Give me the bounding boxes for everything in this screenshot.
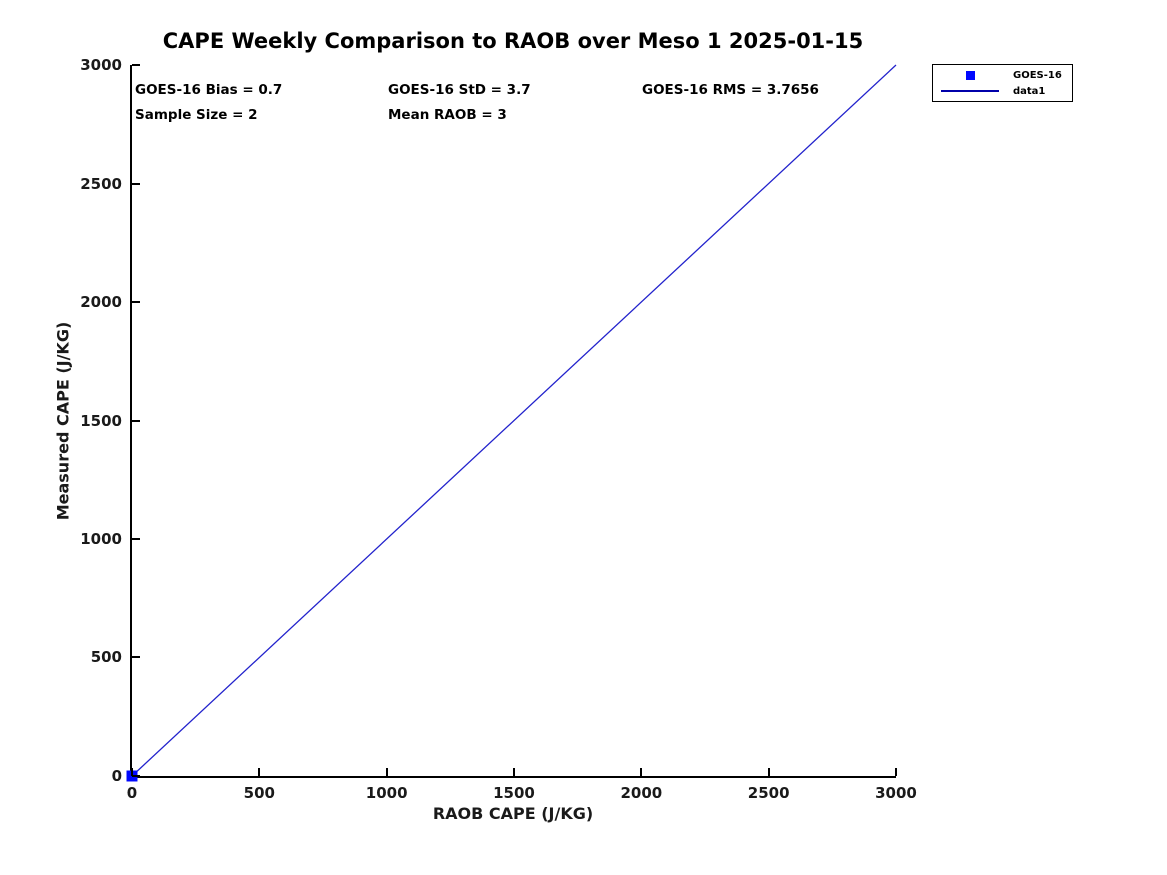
legend-symbol <box>933 90 1007 92</box>
line-marker-icon <box>941 90 999 92</box>
identity-line <box>131 64 897 777</box>
y-tick-label: 500 <box>90 648 122 667</box>
annotation-rms: GOES-16 RMS = 3.7656 <box>642 82 819 98</box>
chart-title: CAPE Weekly Comparison to RAOB over Meso… <box>162 29 864 53</box>
legend-entry-data1: data1 <box>933 83 1072 99</box>
x-tick-label: 3000 <box>875 784 917 802</box>
legend-symbol <box>933 70 1007 80</box>
x-tick-label: 500 <box>243 784 275 802</box>
legend: GOES-16 data1 <box>932 64 1073 102</box>
x-tick-mark <box>895 768 897 776</box>
annotation-mean-raob: Mean RAOB = 3 <box>388 107 507 123</box>
y-tick-label: 2500 <box>80 174 122 193</box>
x-axis-label: RAOB CAPE (J/KG) <box>432 804 594 823</box>
y-tick-label: 1500 <box>80 411 122 430</box>
x-tick-mark <box>131 768 133 776</box>
y-axis-label: Measured CAPE (J/KG) <box>53 321 73 521</box>
annotation-bias: GOES-16 Bias = 0.7 <box>135 82 283 98</box>
x-tick-label: 2000 <box>620 784 663 802</box>
x-tick-label: 2500 <box>747 784 790 802</box>
y-tick-mark <box>132 656 140 659</box>
annotation-std: GOES-16 StD = 3.7 <box>388 82 531 98</box>
y-tick-mark <box>132 775 140 777</box>
y-tick-label: 0 <box>111 767 122 785</box>
y-tick-mark <box>132 538 140 540</box>
x-tick-mark <box>385 768 388 776</box>
legend-label: GOES-16 <box>1013 69 1062 81</box>
x-tick-mark <box>640 768 643 776</box>
y-tick-mark <box>132 300 140 303</box>
y-tick-label: 3000 <box>80 56 122 74</box>
y-tick-label: 2000 <box>80 292 122 311</box>
legend-entry-goes16: GOES-16 <box>933 67 1072 83</box>
x-tick-mark <box>258 768 261 776</box>
plot-area: 0 500 1000 1500 2000 2500 3000 3000 2500… <box>80 56 917 802</box>
y-tick-mark <box>132 64 140 66</box>
legend-label: data1 <box>1013 85 1046 97</box>
x-tick-label: 0 <box>126 784 138 802</box>
y-tick-mark <box>132 419 140 422</box>
x-tick-mark <box>513 768 515 776</box>
y-tick-mark <box>132 182 140 185</box>
x-tick-mark <box>767 768 770 776</box>
x-tick-label: 1500 <box>493 784 535 802</box>
x-tick-label: 1000 <box>365 784 408 802</box>
data-layer <box>126 64 897 782</box>
annotation-sample-size: Sample Size = 2 <box>135 107 258 123</box>
y-tick-label: 1000 <box>80 530 122 548</box>
square-marker-icon <box>965 70 975 80</box>
